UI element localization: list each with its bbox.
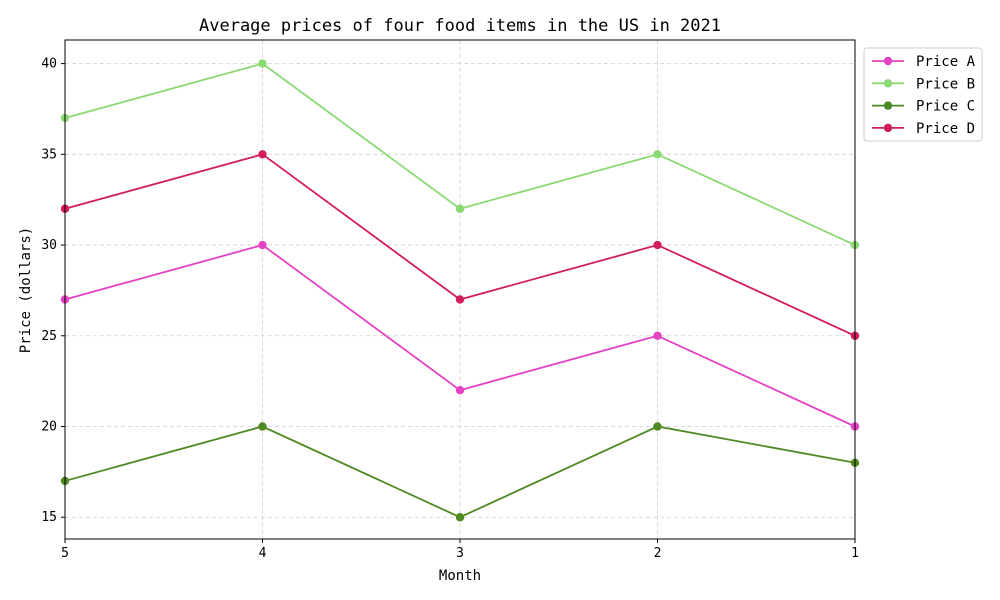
y-tick-label: 20 xyxy=(41,419,57,434)
data-point-price-a-month-3 xyxy=(456,386,464,394)
data-point-price-c-month-3 xyxy=(456,513,464,521)
data-point-price-d-month-3 xyxy=(456,295,464,303)
x-tick-label: 4 xyxy=(259,546,267,561)
legend-label-price-c: Price C xyxy=(916,99,975,115)
data-point-price-c-month-2 xyxy=(653,422,661,430)
y-tick-label: 30 xyxy=(41,238,57,253)
y-tick-label: 25 xyxy=(41,329,57,344)
legend-marker-price-a xyxy=(884,57,892,65)
legend-label-price-a: Price A xyxy=(916,54,976,70)
data-point-price-a-month-2 xyxy=(653,332,661,340)
plot-frame xyxy=(65,40,855,539)
data-point-price-b-month-3 xyxy=(456,205,464,213)
y-axis-label: Price (dollars) xyxy=(18,227,34,353)
x-tick-label: 3 xyxy=(456,546,464,561)
x-tick-label: 1 xyxy=(851,546,859,561)
y-axis-ticks: 15 20 25 30 35 40 xyxy=(41,57,65,526)
data-point-price-c-month-4 xyxy=(258,422,266,430)
x-axis-ticks: 5 4 3 2 1 xyxy=(61,539,859,561)
legend: Price A Price B Price C Price D xyxy=(864,48,982,141)
data-point-price-a-month-4 xyxy=(258,241,266,249)
legend-marker-price-b xyxy=(884,79,892,87)
legend-marker-price-d xyxy=(884,124,892,132)
grid-lines xyxy=(65,40,855,539)
x-tick-label: 2 xyxy=(654,546,662,561)
legend-marker-price-c xyxy=(884,101,892,109)
data-point-price-d-month-2 xyxy=(653,241,661,249)
chart-title: Average prices of four food items in the… xyxy=(199,16,721,36)
data-point-price-b-month-4 xyxy=(258,59,266,67)
data-point-price-b-month-2 xyxy=(653,150,661,158)
series-layer xyxy=(61,59,859,521)
y-tick-label: 40 xyxy=(41,57,57,72)
legend-label-price-b: Price B xyxy=(916,76,975,92)
legend-label-price-d: Price D xyxy=(916,121,975,137)
y-tick-label: 35 xyxy=(41,147,57,162)
x-axis-label: Month xyxy=(439,568,481,584)
data-point-price-d-month-4 xyxy=(258,150,266,158)
series-price-c xyxy=(61,422,859,521)
y-tick-label: 15 xyxy=(41,510,57,525)
x-tick-label: 5 xyxy=(61,546,69,561)
